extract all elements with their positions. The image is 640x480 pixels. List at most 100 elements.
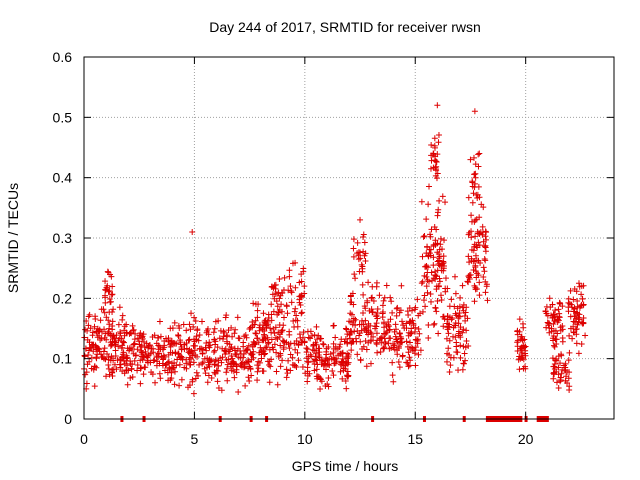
data-point bbox=[474, 191, 481, 198]
data-point bbox=[181, 364, 188, 371]
data-point bbox=[310, 342, 317, 349]
data-point bbox=[140, 353, 147, 360]
data-point bbox=[432, 172, 439, 179]
data-point bbox=[480, 238, 487, 245]
data-point bbox=[109, 291, 116, 298]
data-point bbox=[412, 324, 419, 331]
data-point bbox=[320, 341, 327, 348]
data-point bbox=[299, 339, 306, 346]
y-tick-label: 0.6 bbox=[53, 49, 73, 65]
data-point bbox=[386, 345, 393, 352]
data-point bbox=[432, 158, 439, 165]
data-point bbox=[340, 367, 347, 374]
data-point bbox=[362, 257, 369, 264]
data-point bbox=[483, 281, 490, 288]
data-point bbox=[132, 330, 139, 337]
data-point bbox=[177, 339, 184, 346]
data-point bbox=[108, 291, 115, 298]
data-point bbox=[472, 252, 479, 259]
data-point bbox=[461, 313, 468, 320]
data-point bbox=[424, 269, 431, 276]
data-point bbox=[255, 339, 262, 346]
data-point bbox=[393, 312, 400, 319]
data-point bbox=[111, 361, 118, 368]
data-point bbox=[447, 354, 454, 361]
data-point bbox=[406, 319, 413, 326]
data-point bbox=[425, 253, 432, 260]
data-point bbox=[253, 330, 260, 337]
data-point bbox=[275, 353, 282, 360]
data-point bbox=[105, 269, 112, 276]
data-point bbox=[224, 361, 231, 368]
data-point bbox=[551, 343, 558, 350]
data-point bbox=[455, 367, 462, 374]
data-point bbox=[156, 318, 163, 325]
data-point bbox=[298, 292, 305, 299]
data-point bbox=[453, 343, 460, 350]
data-point bbox=[481, 268, 488, 275]
data-point bbox=[576, 311, 583, 318]
data-point bbox=[119, 316, 126, 323]
data-point bbox=[367, 322, 374, 329]
data-point bbox=[101, 355, 108, 362]
data-point bbox=[127, 360, 134, 367]
data-point bbox=[115, 321, 122, 328]
data-point bbox=[369, 309, 376, 316]
grid bbox=[84, 57, 614, 419]
data-point bbox=[342, 377, 349, 384]
data-point bbox=[467, 156, 474, 163]
data-point bbox=[553, 368, 560, 375]
data-point bbox=[476, 279, 483, 286]
data-point bbox=[378, 339, 385, 346]
data-point bbox=[482, 233, 489, 240]
data-point bbox=[316, 349, 323, 356]
data-point bbox=[102, 278, 109, 285]
data-point bbox=[350, 236, 357, 243]
y-tick-label: 0 bbox=[64, 411, 72, 427]
data-point bbox=[277, 342, 284, 349]
data-point bbox=[557, 376, 564, 383]
data-point bbox=[105, 361, 112, 368]
data-point bbox=[183, 327, 190, 334]
data-point bbox=[267, 363, 274, 370]
data-point bbox=[106, 325, 113, 332]
data-point bbox=[475, 239, 482, 246]
data-point bbox=[440, 323, 447, 330]
data-point bbox=[212, 318, 219, 325]
data-point bbox=[117, 329, 124, 336]
data-point bbox=[339, 355, 346, 362]
data-point bbox=[277, 292, 284, 299]
data-point bbox=[252, 330, 259, 337]
data-point bbox=[457, 294, 464, 301]
data-point bbox=[566, 349, 573, 356]
data-point bbox=[421, 272, 428, 279]
data-point bbox=[223, 369, 230, 376]
data-point bbox=[472, 161, 479, 168]
data-point bbox=[342, 325, 349, 332]
data-point bbox=[289, 361, 296, 368]
data-point bbox=[433, 163, 440, 170]
data-point bbox=[230, 368, 237, 375]
data-point bbox=[123, 366, 130, 373]
data-point bbox=[142, 348, 149, 355]
data-point bbox=[176, 382, 183, 389]
data-point bbox=[110, 366, 117, 373]
data-point bbox=[423, 216, 430, 223]
data-point bbox=[462, 309, 469, 316]
data-point bbox=[254, 335, 261, 342]
data-point bbox=[215, 384, 222, 391]
data-point bbox=[430, 164, 437, 171]
data-point bbox=[230, 360, 237, 367]
data-point bbox=[280, 344, 287, 351]
data-point bbox=[249, 322, 256, 329]
data-point bbox=[439, 193, 446, 200]
data-point bbox=[103, 373, 110, 380]
data-point bbox=[480, 274, 487, 281]
data-point bbox=[358, 321, 365, 328]
data-point bbox=[123, 329, 130, 336]
data-point bbox=[315, 351, 322, 358]
data-point bbox=[190, 390, 197, 397]
data-point bbox=[398, 282, 405, 289]
data-point bbox=[283, 302, 290, 309]
data-point bbox=[474, 270, 481, 277]
